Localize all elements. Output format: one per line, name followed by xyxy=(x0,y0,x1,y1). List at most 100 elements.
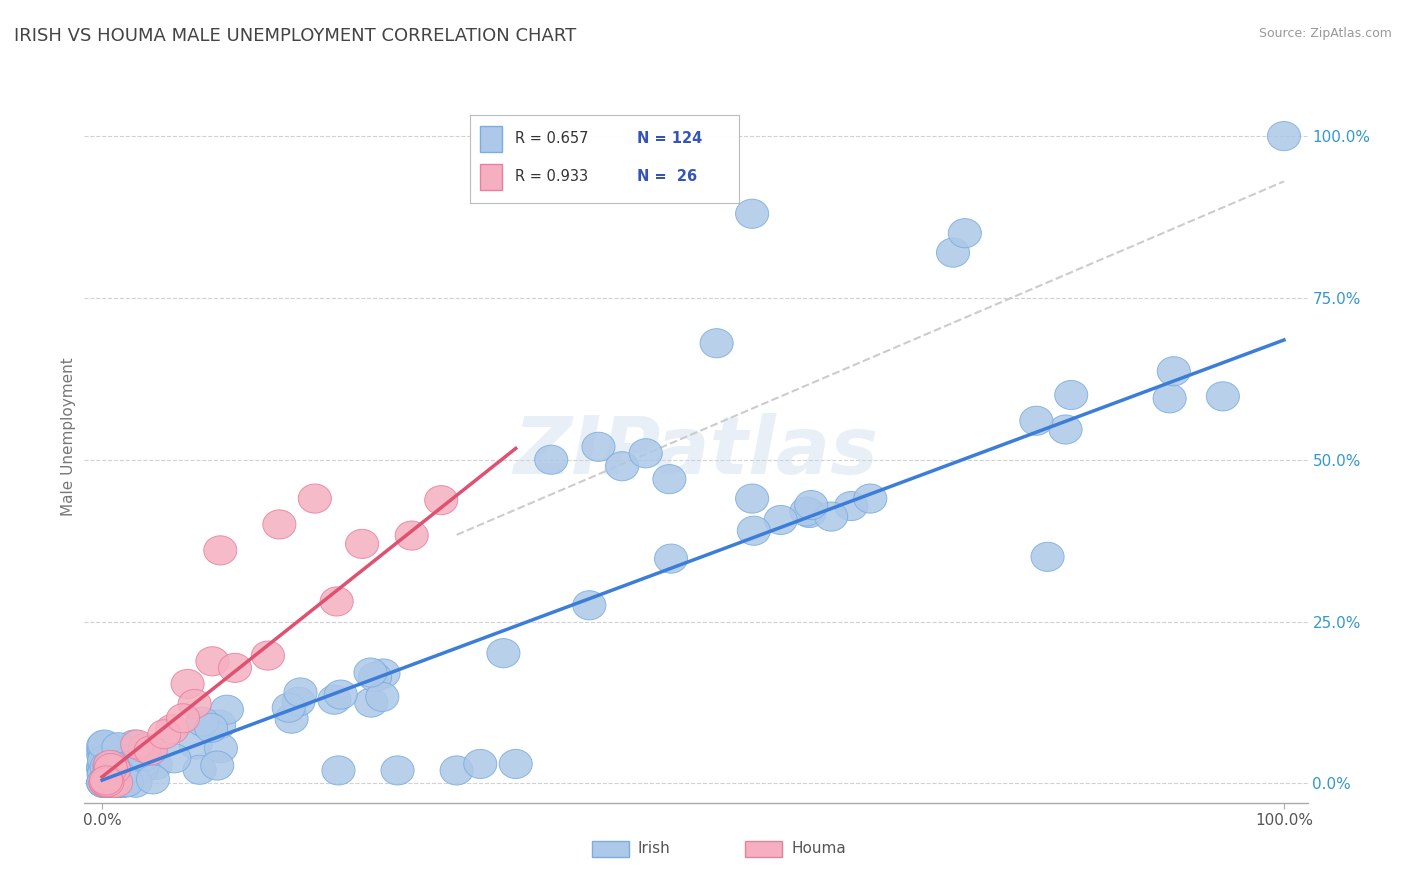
Ellipse shape xyxy=(87,756,121,785)
Ellipse shape xyxy=(87,768,120,797)
Ellipse shape xyxy=(87,759,121,788)
Y-axis label: Male Unemployment: Male Unemployment xyxy=(60,358,76,516)
Ellipse shape xyxy=(464,749,496,779)
Ellipse shape xyxy=(186,707,219,736)
Ellipse shape xyxy=(128,742,160,771)
Text: IRISH VS HOUMA MALE UNEMPLOYMENT CORRELATION CHART: IRISH VS HOUMA MALE UNEMPLOYMENT CORRELA… xyxy=(14,27,576,45)
Ellipse shape xyxy=(98,737,131,765)
Ellipse shape xyxy=(94,765,128,795)
Ellipse shape xyxy=(201,751,233,780)
Ellipse shape xyxy=(97,768,129,797)
Ellipse shape xyxy=(112,746,146,774)
Ellipse shape xyxy=(793,499,827,527)
Text: Source: ZipAtlas.com: Source: ZipAtlas.com xyxy=(1258,27,1392,40)
Ellipse shape xyxy=(318,685,352,714)
Ellipse shape xyxy=(93,750,127,780)
Ellipse shape xyxy=(96,768,129,797)
Ellipse shape xyxy=(89,768,122,797)
Text: Houma: Houma xyxy=(792,840,846,855)
Ellipse shape xyxy=(90,752,124,781)
Ellipse shape xyxy=(91,759,124,789)
Ellipse shape xyxy=(105,768,138,797)
Ellipse shape xyxy=(118,730,150,759)
Ellipse shape xyxy=(195,647,229,676)
Ellipse shape xyxy=(91,758,125,788)
Ellipse shape xyxy=(128,747,160,777)
Ellipse shape xyxy=(90,768,122,797)
Ellipse shape xyxy=(101,732,135,762)
Ellipse shape xyxy=(103,768,136,797)
Ellipse shape xyxy=(89,768,121,797)
Text: Irish: Irish xyxy=(637,840,671,855)
Ellipse shape xyxy=(1153,384,1187,413)
Ellipse shape xyxy=(87,740,120,770)
Ellipse shape xyxy=(179,730,212,759)
Ellipse shape xyxy=(735,199,769,228)
Ellipse shape xyxy=(263,510,295,539)
Ellipse shape xyxy=(94,754,128,782)
Ellipse shape xyxy=(96,764,129,793)
Ellipse shape xyxy=(90,768,124,797)
Ellipse shape xyxy=(273,693,305,723)
Ellipse shape xyxy=(346,529,378,558)
Ellipse shape xyxy=(499,749,533,779)
Ellipse shape xyxy=(128,733,162,763)
Ellipse shape xyxy=(100,762,134,790)
Ellipse shape xyxy=(89,768,122,797)
Ellipse shape xyxy=(93,768,125,797)
Ellipse shape xyxy=(98,768,131,797)
Ellipse shape xyxy=(179,690,211,718)
Ellipse shape xyxy=(104,759,138,789)
Ellipse shape xyxy=(87,760,121,789)
Ellipse shape xyxy=(853,484,887,513)
Ellipse shape xyxy=(790,497,823,526)
Ellipse shape xyxy=(1206,382,1240,411)
Ellipse shape xyxy=(94,764,127,794)
Ellipse shape xyxy=(395,521,429,550)
Ellipse shape xyxy=(91,762,125,790)
Ellipse shape xyxy=(91,768,124,797)
Ellipse shape xyxy=(1049,415,1083,444)
Ellipse shape xyxy=(96,762,129,790)
Ellipse shape xyxy=(90,747,122,777)
Ellipse shape xyxy=(156,714,188,744)
Ellipse shape xyxy=(87,768,120,797)
Ellipse shape xyxy=(325,680,357,709)
Ellipse shape xyxy=(211,695,243,724)
Text: ZIPatlas: ZIPatlas xyxy=(513,413,879,491)
Ellipse shape xyxy=(90,764,124,793)
Ellipse shape xyxy=(121,748,153,778)
Ellipse shape xyxy=(606,451,638,481)
Ellipse shape xyxy=(284,678,318,707)
Ellipse shape xyxy=(100,768,134,797)
Ellipse shape xyxy=(87,752,120,781)
Ellipse shape xyxy=(90,766,122,795)
Ellipse shape xyxy=(252,641,284,670)
Ellipse shape xyxy=(96,751,129,780)
Ellipse shape xyxy=(1031,542,1064,572)
Ellipse shape xyxy=(183,756,217,784)
Ellipse shape xyxy=(110,768,143,797)
Ellipse shape xyxy=(90,756,124,785)
Ellipse shape xyxy=(91,761,124,790)
Ellipse shape xyxy=(652,465,686,493)
Ellipse shape xyxy=(121,730,153,759)
Ellipse shape xyxy=(107,768,141,797)
Ellipse shape xyxy=(111,744,145,772)
Ellipse shape xyxy=(97,741,129,771)
Ellipse shape xyxy=(204,733,238,763)
Ellipse shape xyxy=(91,753,124,782)
Ellipse shape xyxy=(90,768,124,797)
Ellipse shape xyxy=(366,682,399,712)
Ellipse shape xyxy=(94,768,127,797)
Ellipse shape xyxy=(97,755,131,784)
Ellipse shape xyxy=(948,219,981,248)
Ellipse shape xyxy=(87,768,120,797)
Ellipse shape xyxy=(87,754,120,783)
Ellipse shape xyxy=(87,754,120,783)
Ellipse shape xyxy=(107,754,141,783)
Ellipse shape xyxy=(440,756,474,785)
Ellipse shape xyxy=(1054,381,1088,409)
Ellipse shape xyxy=(93,756,127,784)
Ellipse shape xyxy=(139,750,172,780)
